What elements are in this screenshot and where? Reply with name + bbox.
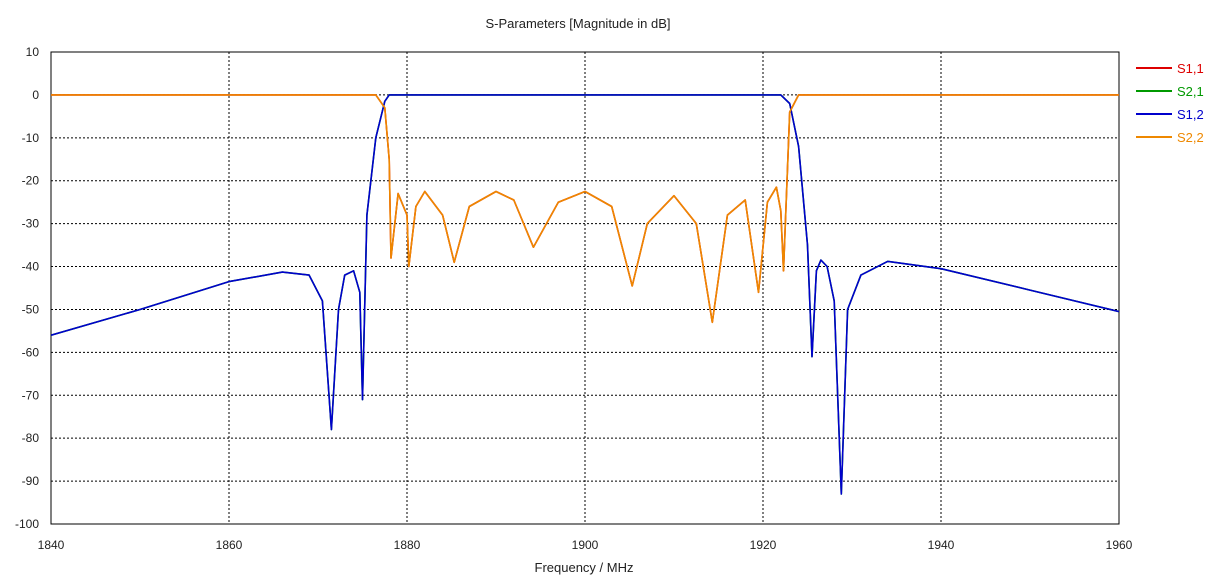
legend: S1,1 S2,1 S1,2 S2,2	[1136, 61, 1204, 145]
x-tick-label: 1880	[394, 538, 421, 552]
y-tick-label: -10	[22, 131, 40, 145]
y-tick-label: -70	[22, 388, 40, 402]
y-tick-label: -100	[15, 517, 39, 531]
y-axis-ticks: 10 0 -10 -20 -30 -40 -50 -60 -70 -80 -90 -100	[15, 45, 39, 531]
series-lines	[51, 94, 1119, 495]
plot-area	[50, 51, 1120, 525]
y-tick-label: -20	[22, 174, 40, 188]
y-tick-label: -50	[22, 302, 40, 316]
x-tick-label: 1940	[928, 538, 955, 552]
y-tick-label: 0	[32, 88, 39, 102]
legend-label: S1,2	[1177, 107, 1204, 122]
y-tick-label: -80	[22, 431, 40, 445]
x-axis-ticks: 1840 1860 1880 1900 1920 1940 1960	[38, 538, 1133, 552]
y-tick-label: -40	[22, 260, 40, 274]
y-tick-label: 10	[26, 45, 40, 59]
grid	[51, 52, 1119, 524]
y-tick-label: -60	[22, 345, 40, 359]
x-tick-label: 1900	[572, 538, 599, 552]
x-tick-label: 1960	[1106, 538, 1133, 552]
x-tick-label: 1840	[38, 538, 65, 552]
chart-title: S-Parameters [Magnitude in dB]	[486, 16, 671, 31]
legend-label: S2,1	[1177, 84, 1204, 99]
series-line-S1-2	[51, 94, 1119, 495]
x-tick-label: 1860	[216, 538, 243, 552]
y-tick-label: -30	[22, 217, 40, 231]
series-line-S2-1	[51, 94, 1119, 495]
series-line-S2-2	[51, 94, 1119, 324]
legend-label: S2,2	[1177, 130, 1204, 145]
legend-label: S1,1	[1177, 61, 1204, 76]
x-tick-label: 1920	[750, 538, 777, 552]
x-axis-label: Frequency / MHz	[535, 560, 634, 575]
y-tick-label: -90	[22, 474, 40, 488]
